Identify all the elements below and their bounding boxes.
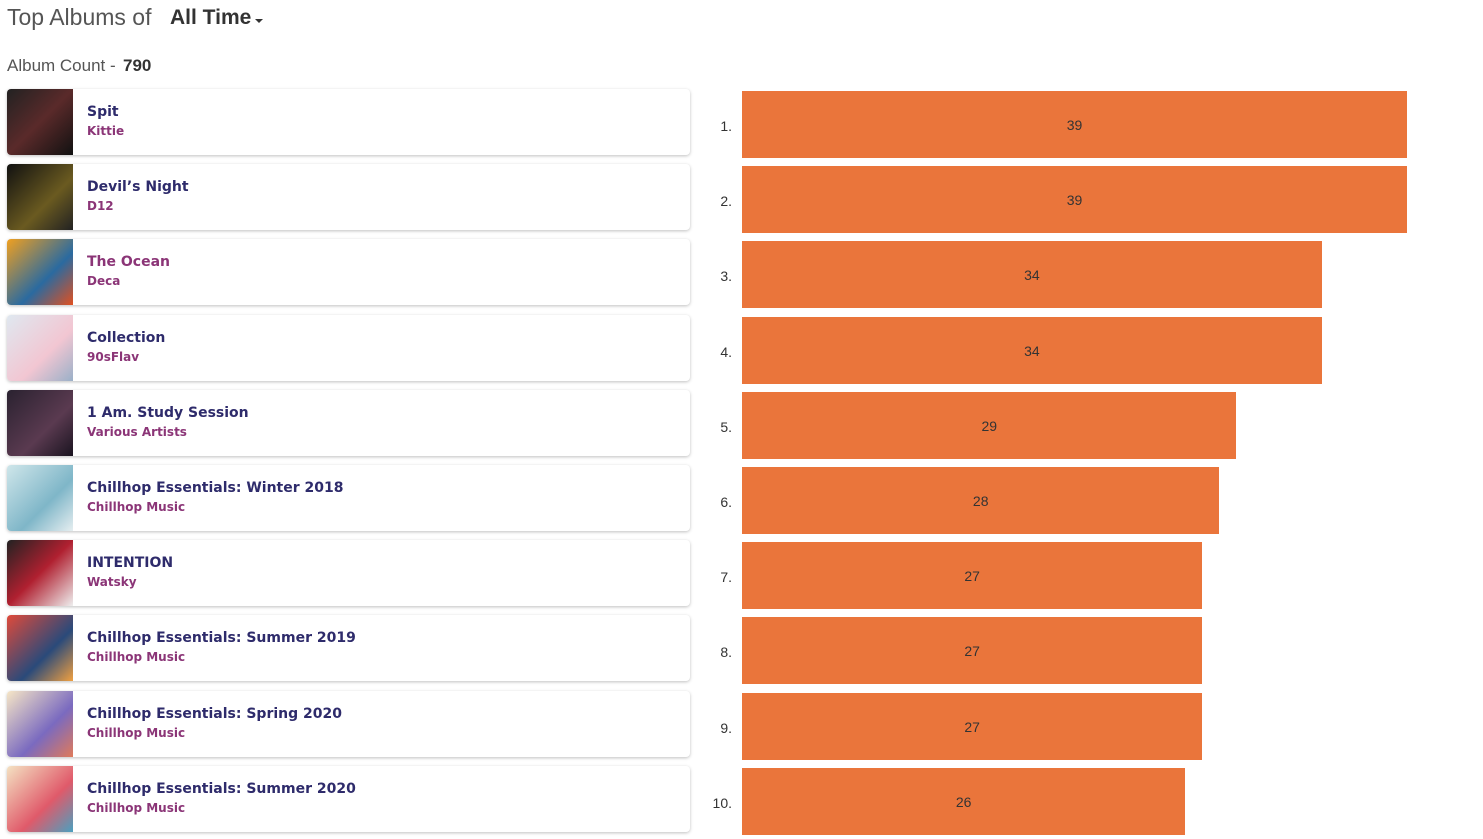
album-title: Chillhop Essentials: Winter 2018 [87,480,344,496]
album-artist: Kittie [87,124,125,138]
album-cover [7,765,73,832]
album-title: Chillhop Essentials: Summer 2019 [87,630,356,647]
bar-value-label: 34 [1024,267,1040,284]
rank-label: 9. [720,719,732,736]
album-card[interactable]: Collection 90sFlav [7,314,690,381]
album-card[interactable]: Chillhop Essentials: Summer 2019 Chillhop… [7,615,690,682]
rank-label: 2. [720,193,732,210]
album-title: 1 Am. Study Session [87,404,249,421]
album-artist: Chillhop Music [87,725,186,740]
album-artist: Chillhop Music [87,800,186,815]
album-title: The Ocean [87,254,170,271]
count-bar [742,692,1203,760]
album-cover [7,314,73,381]
album-title: Collection [87,329,166,346]
album-card[interactable]: Chillhop Essentials: Summer 2020 Chillhop… [7,765,690,832]
bar-value-label: 27 [964,643,980,660]
count-bar [742,91,1407,158]
album-cover [7,239,73,306]
page-title: Top Albums of [7,4,152,30]
bar-value-label: 27 [964,568,980,585]
rank-label: 7. [720,569,732,586]
album-card[interactable]: Spit Kittie [7,89,690,155]
album-title: Devil’s Night [87,179,189,196]
album-cover [7,690,73,757]
album-cover [7,164,73,231]
album-card[interactable]: Chillhop Essentials: Winter 2018 Chillhop… [7,465,690,531]
count-bar [742,542,1203,610]
rank-label: 4. [720,343,732,360]
album-artist: Chillhop Music [87,500,186,514]
album-cover [7,465,73,531]
bar-value-label: 28 [972,493,989,509]
count-bar [742,617,1203,685]
album-cover [7,389,73,456]
bar-value-label: 39 [1066,117,1083,133]
album-artist: 90sFlav [87,349,140,364]
bar-value-label: 39 [1066,192,1083,209]
count-bar [742,391,1237,459]
bar-value-label: 29 [981,417,998,434]
rank-label: 8. [720,644,732,661]
album-card[interactable]: The Ocean Deca [7,239,690,306]
rank-label: 10. [712,794,732,811]
count-bar [742,241,1322,309]
album-count-label: Album Count - [7,56,116,75]
album-artist: Deca [87,274,121,289]
count-bar [742,316,1322,384]
album-cover [7,540,73,607]
album-artist: Chillhop Music [87,650,186,665]
count-bar [742,767,1186,835]
album-card[interactable]: INTENTION Watsky [7,540,690,607]
album-cover [7,615,73,682]
album-title: INTENTION [87,555,174,572]
album-artist: Watsky [87,575,137,590]
rank-label: 6. [720,494,732,510]
bar-value-label: 34 [1024,342,1040,359]
rank-label: 1. [720,118,732,134]
album-artist: Various Artists [87,424,187,439]
album-title: Spit [87,104,119,120]
rank-label: 3. [720,268,732,285]
rank-label: 5. [720,418,732,435]
count-bar [742,467,1220,534]
bar-value-label: 27 [964,718,980,735]
bar-value-label: 26 [955,793,972,810]
count-bar [742,166,1407,234]
album-title: Chillhop Essentials: Summer 2020 [87,780,356,797]
album-card[interactable]: Chillhop Essentials: Spring 2020 Chillhop… [7,690,690,757]
album-title: Chillhop Essentials: Spring 2020 [87,705,342,722]
period-dropdown[interactable]: All Time [170,6,252,29]
dropdown-caret[interactable] [255,19,263,23]
album-artist: D12 [87,199,114,214]
album-card[interactable]: Devil’s Night D12 [7,164,690,231]
album-cover [7,89,73,155]
album-count-value: 790 [123,56,152,75]
album-card[interactable]: 1 Am. Study Session Various Artists [7,389,690,456]
